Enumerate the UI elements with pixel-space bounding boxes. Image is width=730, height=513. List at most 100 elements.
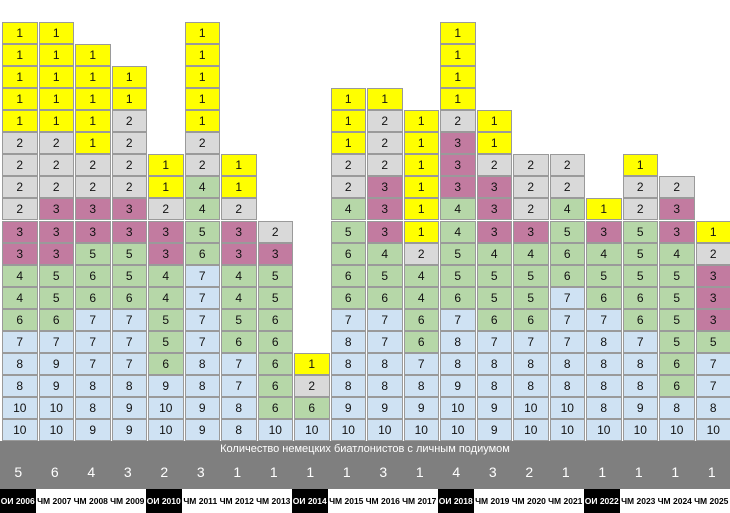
grid-cell: 2 — [38, 132, 74, 155]
grid-cell: 7 — [330, 308, 366, 331]
grid-cell: 7 — [184, 286, 220, 309]
grid-cell: 4 — [403, 286, 439, 309]
grid-cell: 6 — [111, 286, 147, 309]
grid-cell: 10 — [38, 418, 74, 441]
grid-cell: 2 — [440, 110, 476, 133]
grid-cell: 8 — [586, 374, 622, 397]
event-label: ЧМ 2025 — [693, 489, 730, 513]
grid-cell: 1 — [403, 220, 439, 243]
grid-cell: 10 — [38, 396, 74, 419]
grid-cell: 10 — [2, 418, 38, 441]
grid-cell: 2 — [330, 154, 366, 177]
grid-cell: 8 — [622, 352, 658, 375]
grid-cell: 3 — [75, 198, 111, 221]
grid-cell: 1 — [403, 198, 439, 221]
grid-cell: 4 — [2, 286, 38, 309]
grid-cell: 9 — [111, 418, 147, 441]
grid-cell: 8 — [549, 352, 585, 375]
grid-cell: 2 — [2, 154, 38, 177]
podium-count: 1 — [342, 464, 351, 480]
grid-cell: 8 — [440, 330, 476, 353]
grid-cell: 2 — [367, 110, 403, 133]
grid-cell: 7 — [476, 330, 512, 353]
grid-cell: 6 — [659, 352, 695, 375]
grid-cell: 9 — [184, 418, 220, 441]
grid-cell: 1 — [2, 66, 38, 89]
grid-cell: 5 — [513, 286, 549, 309]
podium-count: 1 — [306, 464, 315, 480]
grid-cell: 3 — [513, 220, 549, 243]
grid-cell: 5 — [440, 264, 476, 287]
event-label: ОИ 2014 — [292, 489, 329, 513]
podium-count: 1 — [671, 464, 680, 480]
grid-cell: 8 — [586, 396, 622, 419]
grid-cell: 10 — [549, 396, 585, 419]
grid-cell: 1 — [2, 88, 38, 111]
grid-cell: 1 — [330, 110, 366, 133]
grid-cell: 2 — [294, 374, 330, 397]
grid-cell: 7 — [367, 308, 403, 331]
grid-cell: 1 — [330, 88, 366, 111]
grid-cell: 3 — [367, 198, 403, 221]
grid-cell: 3 — [476, 176, 512, 199]
grid-cell: 1 — [440, 88, 476, 111]
grid-cell: 8 — [330, 352, 366, 375]
grid-cell: 5 — [659, 286, 695, 309]
grid-cell: 1 — [184, 110, 220, 133]
podium-count: 3 — [123, 464, 132, 480]
grid-cell: 9 — [476, 396, 512, 419]
grid-cell: 3 — [111, 198, 147, 221]
grid-cell: 5 — [111, 242, 147, 265]
grid-cell: 1 — [184, 44, 220, 67]
grid-cell: 1 — [75, 110, 111, 133]
grid-cell: 1 — [403, 154, 439, 177]
grid-cell: 2 — [221, 198, 257, 221]
grid-cell: 1 — [111, 88, 147, 111]
grid-cell: 10 — [440, 396, 476, 419]
grid-cell: 7 — [111, 308, 147, 331]
grid-cell: 1 — [184, 66, 220, 89]
grid-cell: 4 — [221, 286, 257, 309]
grid-cell: 3 — [2, 220, 38, 243]
grid-cell: 6 — [549, 264, 585, 287]
event-label: ЧМ 2024 — [657, 489, 694, 513]
grid-cell: 5 — [549, 220, 585, 243]
grid-cell: 8 — [221, 418, 257, 441]
grid-cell: 6 — [257, 308, 293, 331]
grid-cell: 3 — [38, 198, 74, 221]
grid-cell: 4 — [476, 242, 512, 265]
grid-cell: 3 — [695, 286, 730, 309]
grid-cell: 6 — [659, 374, 695, 397]
grid-cell: 3 — [221, 242, 257, 265]
event-label: ЧМ 2021 — [547, 489, 584, 513]
grid-cell: 5 — [513, 264, 549, 287]
grid-cell: 5 — [330, 220, 366, 243]
grid-cell: 4 — [440, 220, 476, 243]
grid-cell: 10 — [294, 418, 330, 441]
grid-cell: 7 — [221, 374, 257, 397]
grid-cell: 5 — [367, 264, 403, 287]
grid-cell: 1 — [75, 88, 111, 111]
grid-cell: 6 — [257, 396, 293, 419]
grid-cell: 2 — [367, 132, 403, 155]
grid-cell: 3 — [148, 220, 184, 243]
grid-cell: 6 — [549, 242, 585, 265]
grid-cell: 5 — [659, 330, 695, 353]
grid-cell: 8 — [184, 374, 220, 397]
event-label: ЧМ 2009 — [109, 489, 146, 513]
grid-cell: 8 — [403, 374, 439, 397]
grid-cell: 7 — [549, 330, 585, 353]
grid-cell: 5 — [38, 264, 74, 287]
chart-title: Количество немецких биатлонистов с личны… — [220, 443, 510, 455]
grid-cell: 1 — [221, 154, 257, 177]
podium-count: 5 — [14, 464, 23, 480]
grid-cell: 1 — [403, 110, 439, 133]
grid-cell: 3 — [659, 220, 695, 243]
grid-cell: 4 — [513, 242, 549, 265]
grid-cell: 5 — [476, 264, 512, 287]
grid-cell: 6 — [513, 308, 549, 331]
grid-cell: 5 — [476, 286, 512, 309]
grid-cell: 5 — [695, 330, 730, 353]
grid-cell: 7 — [695, 352, 730, 375]
grid-cell: 3 — [440, 154, 476, 177]
